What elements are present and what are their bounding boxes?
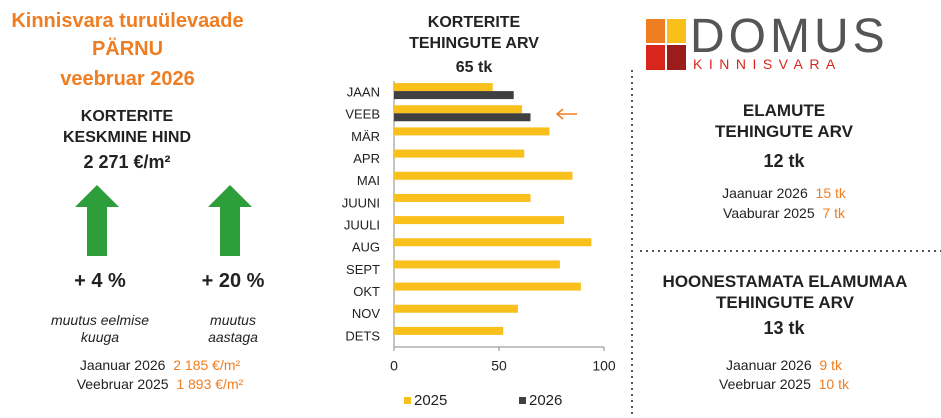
bar: [394, 216, 565, 225]
comparison-label: Jaanuar 2026: [722, 185, 808, 201]
city: PÄRNU: [91, 38, 164, 60]
x-tick-label: 0: [390, 358, 398, 374]
bar: [394, 113, 531, 122]
section-value: 13 tk: [763, 318, 805, 338]
annotation-arrow: [555, 108, 564, 120]
comparison-label: Veebruar 2025: [76, 376, 169, 392]
logo-name: DOMUS: [690, 10, 889, 63]
comparison-label: Jaanuar 2026: [726, 357, 812, 373]
title: Kinnisvara turuülevaade: [11, 10, 244, 32]
section-title: ELAMUTE TEHINGUTE ARV: [715, 101, 853, 141]
period: veebruar 2026: [60, 68, 195, 90]
y-tick-label: DETS: [345, 328, 380, 343]
comparison-label: Vaaburar 2025: [723, 205, 815, 221]
comparison: Jaanuar 2026 15 tk: [664, 184, 904, 203]
y-tick-label: VEEB: [345, 107, 380, 122]
bar: [394, 171, 573, 180]
legend-swatch: [404, 397, 411, 404]
bar: [394, 127, 550, 136]
x-tick-label: 100: [592, 358, 616, 374]
comparison: Jaanuar 2026 9 tk: [664, 356, 904, 375]
bar: [394, 260, 560, 269]
legend-label: 2025: [414, 392, 447, 409]
y-tick-label: JUUNI: [342, 195, 380, 210]
up-arrow: [75, 185, 119, 256]
comparison: Vaaburar 2025 7 tk: [664, 204, 904, 223]
bar: [394, 304, 518, 313]
comparison-label: Veebruar 2025: [719, 376, 811, 392]
logo-square: [646, 45, 665, 70]
section-title: HOONESTAMATA ELAMUMAA TEHINGUTE ARV: [662, 272, 908, 312]
change-label: muutus aastaga: [208, 312, 258, 345]
y-tick-label: SEPT: [346, 262, 380, 277]
y-tick-label: MAI: [357, 173, 380, 188]
y-tick-label: JAAN: [347, 85, 380, 100]
y-tick-label: AUG: [352, 240, 380, 255]
bar: [394, 193, 531, 202]
comparison: Veebruar 2025 10 tk: [664, 375, 904, 394]
bar: [394, 105, 523, 114]
section-value: 12 tk: [763, 151, 805, 171]
change-value: + 20 %: [201, 270, 265, 292]
bar: [394, 91, 514, 100]
logo-square: [646, 19, 665, 43]
bar: [394, 149, 525, 158]
bar: [394, 282, 581, 291]
comparison-value: 2 185 €/m²: [173, 357, 241, 373]
change-label: muutus eelmise kuuga: [50, 312, 150, 345]
comparison-value: 9 tk: [819, 357, 842, 373]
up-arrow: [208, 185, 252, 256]
x-tick-label: 50: [491, 358, 507, 374]
comparison-label: Jaanuar 2026: [79, 357, 166, 373]
price-value: 2 271 €/m²: [83, 152, 171, 172]
legend-swatch: [519, 397, 526, 404]
y-tick-label: JUULI: [344, 218, 380, 233]
chart-title: KORTERITE TEHINGUTE ARV: [409, 14, 539, 52]
comparison: Jaanuar 2026 2 185 €/m²: [40, 356, 280, 375]
logo-square: [667, 19, 686, 43]
logo-sub: KINNISVARA: [693, 56, 842, 72]
y-tick-label: MÄR: [351, 129, 380, 144]
comparison-value: 15 tk: [815, 185, 846, 201]
price-title: KORTERITE KESKMINE HIND: [62, 108, 191, 146]
comparison-value: 7 tk: [822, 205, 845, 221]
logo-square: [667, 45, 686, 70]
comparison: Veebruar 2025 1 893 €/m²: [40, 375, 280, 394]
bar: [394, 326, 504, 335]
y-tick-label: APR: [353, 151, 380, 166]
comparison-value: 1 893 €/m²: [176, 376, 244, 392]
change-value: + 4 %: [74, 270, 126, 292]
legend-label: 2026: [529, 392, 562, 409]
bar: [394, 238, 592, 247]
bar: [394, 83, 493, 92]
chart-subtitle: 65 tk: [455, 59, 493, 76]
comparison-value: 10 tk: [818, 376, 849, 392]
y-tick-label: OKT: [353, 284, 380, 299]
y-tick-label: NOV: [352, 306, 381, 321]
